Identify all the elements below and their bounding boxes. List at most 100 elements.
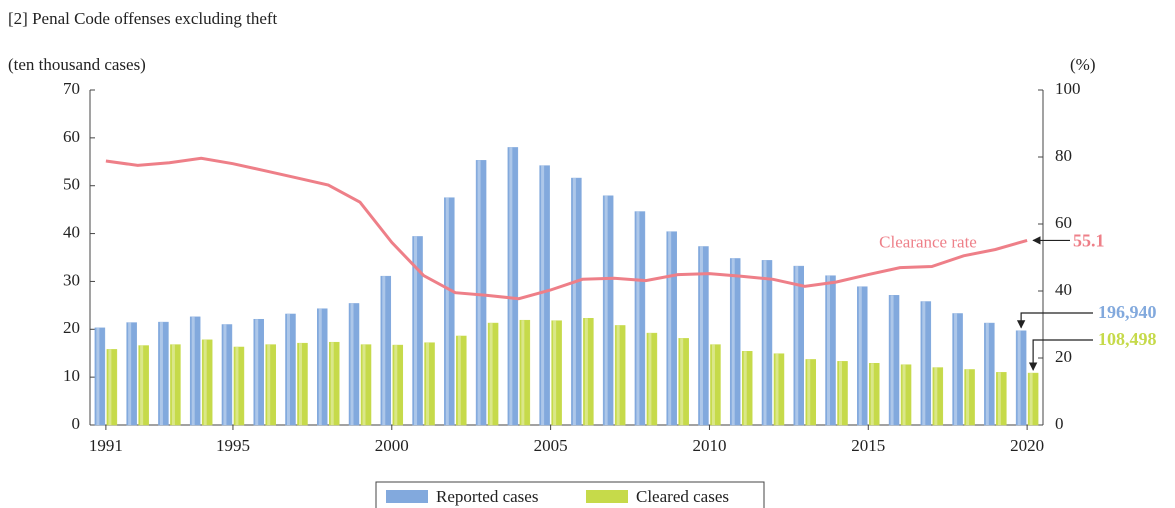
bar-highlight: [890, 295, 894, 425]
bar-highlight: [414, 236, 418, 425]
x-tick-label: 2010: [692, 436, 726, 455]
bar: [698, 246, 709, 426]
legend-box: [375, 481, 765, 508]
bar-highlight: [636, 211, 640, 425]
legend-label: Reported cases: [436, 487, 538, 506]
bar-highlight: [584, 318, 588, 425]
bar: [189, 316, 201, 426]
bar-highlight: [96, 327, 100, 425]
bar: [233, 346, 245, 426]
bar: [201, 339, 213, 426]
bar: [519, 319, 531, 426]
y-axis-label: (ten thousand cases): [8, 55, 146, 74]
bar: [392, 344, 404, 426]
bar-highlight: [267, 344, 271, 425]
x-tick-label: 2015: [851, 436, 885, 455]
y-tick-label: 70: [63, 79, 80, 98]
bar: [1027, 372, 1039, 426]
bar: [984, 322, 995, 426]
bar: [329, 341, 340, 426]
bar-highlight: [922, 301, 926, 425]
bar: [348, 303, 360, 426]
bar: [900, 364, 912, 426]
bar-highlight: [807, 359, 811, 425]
bar: [138, 345, 149, 426]
bar: [932, 367, 944, 426]
bar: [487, 322, 499, 426]
line: [105, 156, 1028, 301]
bar-highlight: [159, 322, 163, 425]
bar: [920, 301, 932, 426]
bar: [888, 295, 900, 426]
bar: [126, 322, 137, 426]
bar-highlight: [318, 308, 322, 425]
bar-highlight: [711, 344, 715, 425]
bar: [1015, 330, 1027, 426]
chart-title: [2] Penal Code offenses excluding theft: [8, 9, 278, 28]
bar-highlight: [171, 344, 175, 425]
bar: [666, 231, 677, 426]
bar-highlight: [572, 178, 576, 425]
bar: [805, 359, 816, 426]
bar: [571, 177, 582, 426]
y-tick-label: 0: [72, 414, 81, 433]
x-tick-label: 2005: [534, 436, 568, 455]
y-tick-label: 30: [63, 270, 80, 289]
bar: [678, 338, 689, 426]
bar: [158, 321, 169, 426]
bar: [170, 344, 181, 426]
bar-highlight: [255, 319, 259, 425]
y2-tick-label: 100: [1055, 79, 1081, 98]
bar: [297, 342, 308, 426]
bar-highlight: [699, 246, 703, 425]
bar-highlight: [680, 338, 684, 425]
bar: [729, 258, 741, 426]
bar: [380, 275, 392, 426]
bar: [761, 260, 773, 426]
y-tick-label: 50: [63, 175, 80, 194]
bar-highlight: [858, 286, 862, 425]
y-tick-label: 60: [63, 127, 80, 146]
bar: [285, 313, 296, 426]
bar-highlight: [870, 363, 874, 425]
bar: [253, 318, 264, 426]
bar-highlight: [140, 345, 144, 425]
bar-highlight: [648, 333, 652, 425]
bar-highlight: [477, 160, 481, 425]
bar-highlight: [731, 258, 735, 425]
bar: [825, 275, 836, 426]
annotation-arrow: [1028, 339, 1093, 371]
bar: [412, 236, 423, 426]
bar-highlight: [521, 320, 525, 425]
bar: [996, 372, 1007, 426]
bar: [94, 327, 106, 426]
bar-highlight: [902, 364, 906, 425]
bar-highlight: [839, 361, 843, 425]
bar-highlight: [1017, 330, 1021, 425]
bar-highlight: [426, 342, 430, 425]
bar: [837, 361, 848, 426]
bar: [614, 325, 626, 426]
bar: [857, 286, 868, 426]
bar-highlight: [743, 351, 747, 425]
y2-tick-label: 60: [1055, 213, 1072, 232]
bar-highlight: [445, 197, 449, 425]
bar-highlight: [203, 339, 207, 425]
bar-highlight: [235, 346, 239, 425]
bar-highlight: [954, 313, 958, 425]
bar: [710, 344, 721, 426]
bar-highlight: [985, 323, 989, 425]
bar: [265, 344, 276, 426]
value-label: 196,940: [1098, 302, 1157, 322]
x-tick-label: 1995: [216, 436, 250, 455]
bar-highlight: [763, 260, 767, 425]
bar: [602, 195, 614, 426]
bar: [507, 147, 519, 426]
bar-highlight: [298, 343, 302, 425]
legend-swatch: [386, 490, 428, 503]
y-tick-label: 10: [63, 366, 80, 385]
bar-highlight: [382, 276, 386, 425]
bar-highlight: [223, 324, 227, 425]
bar-highlight: [795, 266, 799, 425]
